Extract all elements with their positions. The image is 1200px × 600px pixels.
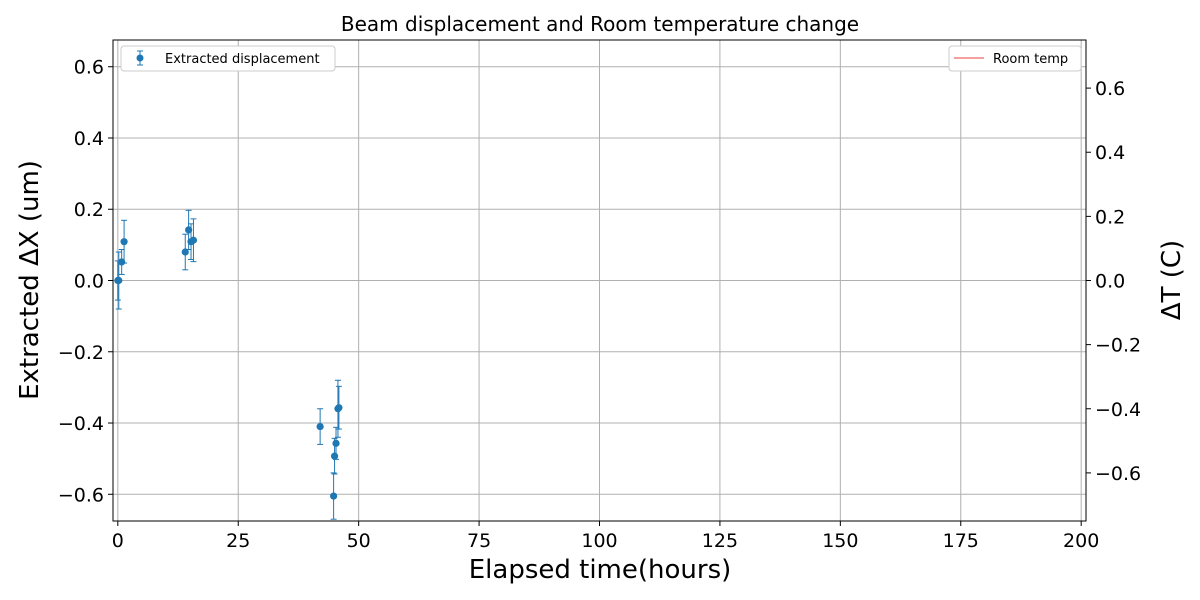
y2-tick-label: −0.4 xyxy=(1095,399,1141,421)
data-point xyxy=(330,492,338,500)
x-axis-ticks: 0 25 50 75 100 125 150 175 200 xyxy=(112,521,1099,552)
y-axis-ticks: −0.6 −0.4 −0.2 0.0 0.2 0.4 0.6 xyxy=(58,57,113,506)
y-tick-label: 0.4 xyxy=(74,128,104,150)
y-tick-label: −0.4 xyxy=(58,413,104,435)
x-tick-label: 0 xyxy=(112,530,124,552)
x-axis-label: Elapsed time(hours) xyxy=(469,555,732,585)
y-tick-label: −0.2 xyxy=(58,342,104,364)
y2-tick-label: −0.6 xyxy=(1095,463,1141,485)
data-marks xyxy=(114,209,343,520)
x-tick-label: 100 xyxy=(581,530,617,552)
x-tick-label: 125 xyxy=(702,530,738,552)
legend-left-marker xyxy=(136,54,144,62)
data-point xyxy=(115,276,123,285)
y2-tick-label: 0.6 xyxy=(1095,78,1125,100)
data-point xyxy=(120,238,128,246)
data-point xyxy=(118,258,126,266)
x-tick-label: 200 xyxy=(1063,530,1099,552)
data-point xyxy=(189,236,198,244)
y-tick-label: 0.6 xyxy=(74,57,104,79)
y2-axis-label: ΔT (C) xyxy=(1157,240,1187,320)
y-tick-label: 0.2 xyxy=(74,199,104,221)
x-tick-label: 175 xyxy=(943,530,979,552)
legend-left: Extracted displacement xyxy=(120,45,336,72)
grid xyxy=(113,40,1086,521)
y2-tick-label: 0.2 xyxy=(1095,206,1125,228)
x-tick-label: 50 xyxy=(347,530,371,552)
y2-tick-label: 0.0 xyxy=(1095,271,1125,293)
y-tick-label: 0.0 xyxy=(74,271,104,293)
x-tick-label: 25 xyxy=(226,530,250,552)
y-axis-label: Extracted ΔX (um) xyxy=(15,160,45,400)
data-point xyxy=(316,422,324,431)
data-point xyxy=(330,452,339,460)
chart-title: Beam displacement and Room temperature c… xyxy=(341,12,859,36)
data-point xyxy=(332,439,340,447)
x-tick-label: 75 xyxy=(467,530,491,552)
y2-axis-ticks: −0.6 −0.4 −0.2 0.0 0.2 0.4 0.6 xyxy=(1086,78,1141,485)
legend-right-box xyxy=(948,45,1082,72)
data-point xyxy=(335,404,343,412)
legend-left-label: Extracted displacement xyxy=(165,52,320,67)
data-point xyxy=(185,226,193,234)
legend-right-label: Room temp xyxy=(993,52,1068,67)
y2-tick-label: −0.2 xyxy=(1095,335,1141,357)
x-tick-label: 150 xyxy=(822,530,858,552)
legend-right: Room temp xyxy=(948,45,1082,72)
y2-tick-label: 0.4 xyxy=(1095,142,1125,164)
legend-left-box xyxy=(120,45,336,72)
y-tick-label: −0.6 xyxy=(58,484,104,506)
data-point xyxy=(181,248,189,256)
